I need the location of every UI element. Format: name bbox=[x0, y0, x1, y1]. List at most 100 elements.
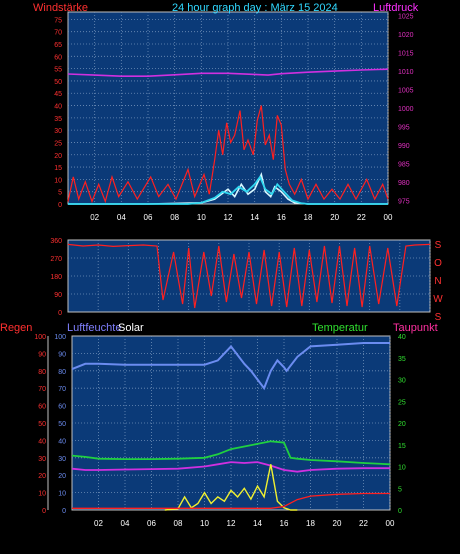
rain-tick-label: 100 bbox=[34, 334, 46, 341]
humidity-tick-label: 20 bbox=[58, 473, 66, 480]
rain-tick-label: 70 bbox=[38, 386, 46, 393]
right-tick-label: 975 bbox=[398, 198, 410, 205]
left-tick-label: 50 bbox=[54, 79, 62, 86]
right-tick-label: 1025 bbox=[398, 14, 414, 21]
left-tick-label: 45 bbox=[54, 91, 62, 98]
right-tick-label: 980 bbox=[398, 180, 410, 187]
temperature-tick-label: 40 bbox=[398, 334, 406, 341]
temperature-tick-label: 0 bbox=[398, 508, 402, 515]
center-title: 24 hour graph day : März 15 2024 bbox=[172, 2, 338, 14]
rain-tick-label: 50 bbox=[38, 421, 46, 428]
x-tick-label: 18 bbox=[306, 519, 315, 528]
temperature-tick-label: 35 bbox=[398, 356, 406, 363]
x-tick-label: 12 bbox=[224, 213, 233, 222]
temperature-tick-label: 10 bbox=[398, 465, 406, 472]
left-tick-label: 0 bbox=[58, 202, 62, 209]
series-wind_avg_light bbox=[68, 172, 388, 205]
compass-label: N bbox=[434, 276, 441, 287]
left-tick-label: 40 bbox=[54, 104, 62, 111]
left-tick-label: 60 bbox=[54, 54, 62, 61]
x-tick-label: 10 bbox=[197, 213, 206, 222]
x-tick-label: 16 bbox=[277, 213, 286, 222]
x-tick-label: 08 bbox=[174, 519, 183, 528]
temperature-tick-label: 5 bbox=[398, 486, 402, 493]
x-tick-label: 02 bbox=[90, 213, 99, 222]
humidity-tick-label: 10 bbox=[58, 491, 66, 498]
x-tick-label: 20 bbox=[330, 213, 339, 222]
direction-tick-label: 270 bbox=[50, 256, 62, 263]
rain-tick-label: 20 bbox=[38, 473, 46, 480]
direction-tick-label: 90 bbox=[54, 292, 62, 299]
series-temperature bbox=[71, 440, 391, 466]
x-tick-label: 16 bbox=[280, 519, 289, 528]
rain-tick-label: 10 bbox=[38, 491, 46, 498]
dewpoint-title: Taupunkt bbox=[393, 322, 438, 334]
series-solar bbox=[164, 464, 298, 511]
right-tick-label: 1005 bbox=[398, 88, 414, 95]
humidity-tick-label: 80 bbox=[58, 369, 66, 376]
left-tick-label: 70 bbox=[54, 30, 62, 37]
humidity-tick-label: 0 bbox=[62, 508, 66, 515]
left-tick-label: 30 bbox=[54, 128, 62, 135]
x-tick-label: 04 bbox=[121, 519, 130, 528]
humidity-tick-label: 70 bbox=[58, 386, 66, 393]
left-tick-label: 10 bbox=[54, 177, 62, 184]
left-tick-label: 35 bbox=[54, 116, 62, 123]
rain-tick-label: 30 bbox=[38, 456, 46, 463]
left-tick-label: 75 bbox=[54, 17, 62, 24]
x-tick-label: 14 bbox=[253, 519, 262, 528]
series-wind_avg_cyan bbox=[68, 175, 388, 205]
x-tick-label: 06 bbox=[147, 519, 156, 528]
series-humidity bbox=[71, 342, 390, 391]
direction-tick-label: 0 bbox=[58, 310, 62, 317]
rain-title: Regen bbox=[0, 322, 32, 334]
climate-panel: 0102030405060708090100010203040506070809… bbox=[34, 334, 406, 528]
x-tick-label: 08 bbox=[170, 213, 179, 222]
left-tick-label: 5 bbox=[58, 190, 62, 197]
series-rain bbox=[72, 492, 390, 509]
humidity-tick-label: 90 bbox=[58, 351, 66, 358]
solar-title: Solar bbox=[118, 322, 144, 334]
x-tick-label: 18 bbox=[304, 213, 313, 222]
series-pressure bbox=[67, 68, 389, 77]
compass-label: O bbox=[434, 258, 442, 269]
x-tick-label: 22 bbox=[359, 519, 368, 528]
right-tick-label: 985 bbox=[398, 161, 410, 168]
rain-tick-label: 60 bbox=[38, 404, 46, 411]
right-title: Luftdruck bbox=[373, 2, 419, 14]
temperature-title: Temperatur bbox=[312, 322, 368, 334]
right-tick-label: 1000 bbox=[398, 106, 414, 113]
left-tick-label: 55 bbox=[54, 67, 62, 74]
temperature-tick-label: 15 bbox=[398, 443, 406, 450]
right-tick-label: 990 bbox=[398, 143, 410, 150]
series-wind_gust_red bbox=[67, 105, 389, 204]
x-tick-label: 02 bbox=[94, 519, 103, 528]
left-tick-label: 15 bbox=[54, 165, 62, 172]
temperature-tick-label: 30 bbox=[398, 378, 406, 385]
direction-tick-label: 360 bbox=[50, 238, 62, 245]
temperature-tick-label: 20 bbox=[398, 421, 406, 428]
left-tick-label: 25 bbox=[54, 140, 62, 147]
humidity-tick-label: 40 bbox=[58, 438, 66, 445]
temperature-tick-label: 25 bbox=[398, 399, 406, 406]
x-tick-label: 00 bbox=[386, 519, 395, 528]
rain-tick-label: 90 bbox=[38, 351, 46, 358]
left-title: Windstärke bbox=[33, 2, 88, 14]
humidity-tick-label: 60 bbox=[58, 404, 66, 411]
humidity-tick-label: 30 bbox=[58, 456, 66, 463]
direction-tick-label: 180 bbox=[50, 274, 62, 281]
series-wind_direction bbox=[67, 243, 431, 309]
humidity-tick-label: 50 bbox=[58, 421, 66, 428]
humidity-title: Luftfeuchte bbox=[67, 322, 121, 334]
x-tick-label: 22 bbox=[357, 213, 366, 222]
x-tick-label: 04 bbox=[117, 213, 126, 222]
left-tick-label: 20 bbox=[54, 153, 62, 160]
left-tick-label: 65 bbox=[54, 42, 62, 49]
compass-label: W bbox=[433, 294, 443, 305]
rain-tick-label: 80 bbox=[38, 369, 46, 376]
x-tick-label: 20 bbox=[333, 519, 342, 528]
x-tick-label: 10 bbox=[200, 519, 209, 528]
compass-label: S bbox=[435, 312, 442, 323]
